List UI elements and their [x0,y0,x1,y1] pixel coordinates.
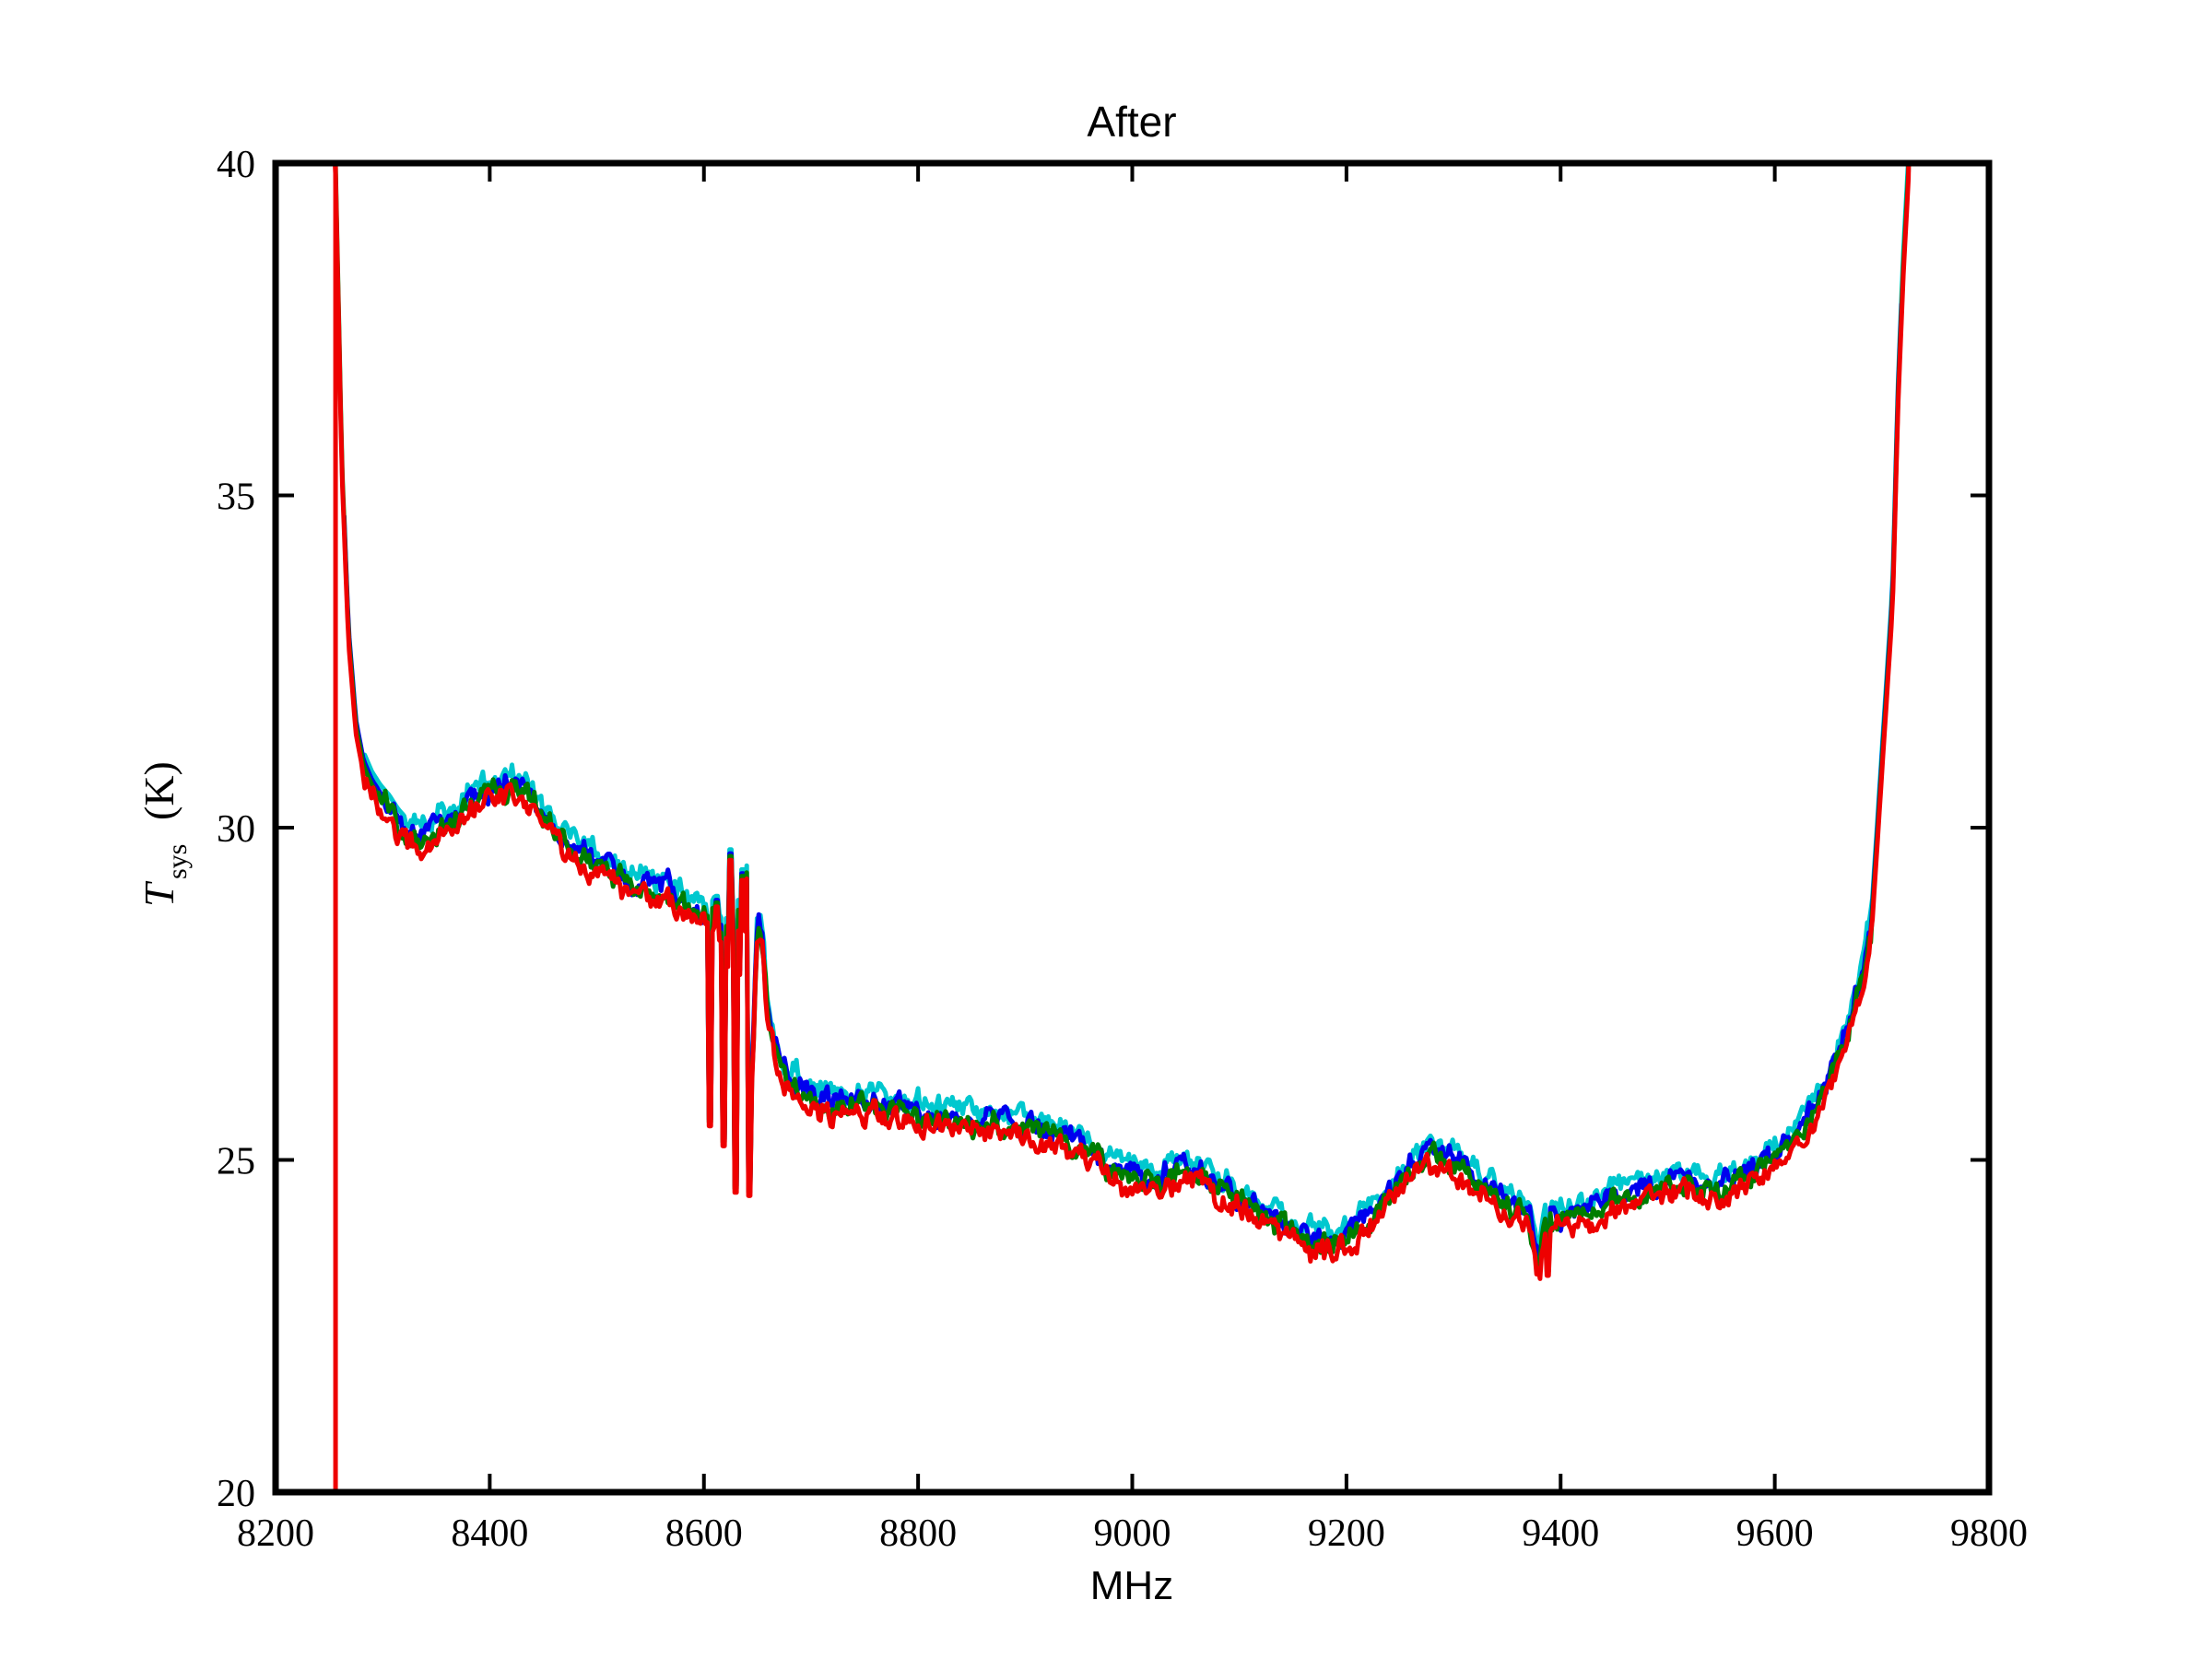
y-axis-tick-labels: 20 25 30 35 40 [217,144,255,1515]
y-tick-label: 25 [217,1141,255,1183]
data-series-layer [332,163,1912,1492]
x-axis-tick-labels: 8200 8400 8600 8800 9000 9200 9400 9600 9800 [237,1512,2028,1555]
y-axis-label: T sys (K) [135,761,193,907]
y-tick-label: 20 [217,1473,255,1515]
x-tick-label: 9600 [1736,1512,1814,1555]
x-axis-ticks [274,163,1991,1492]
plot-area-background [276,163,1989,1492]
y-axis-label-unit: (K) [135,761,182,820]
x-tick-label: 8200 [237,1512,314,1555]
y-tick-label: 40 [217,144,255,186]
y-axis-label-symbol: T [135,880,182,907]
x-tick-label: 9000 [1094,1512,1171,1555]
x-tick-label: 8400 [451,1512,528,1555]
series-line-red [332,163,1912,1281]
x-tick-label: 8800 [879,1512,957,1555]
x-tick-label: 9800 [1950,1512,2028,1555]
y-tick-label: 35 [217,477,255,519]
chart-title: After [1087,98,1176,146]
y-axis-ticks [276,161,1989,1494]
y-tick-label: 30 [217,808,255,851]
x-axis-label: MHz [1090,1563,1173,1608]
x-tick-label: 9200 [1308,1512,1385,1555]
x-tick-label: 9400 [1522,1512,1599,1555]
y-axis-label-subscript: sys [162,844,193,879]
x-tick-label: 8600 [665,1512,743,1555]
